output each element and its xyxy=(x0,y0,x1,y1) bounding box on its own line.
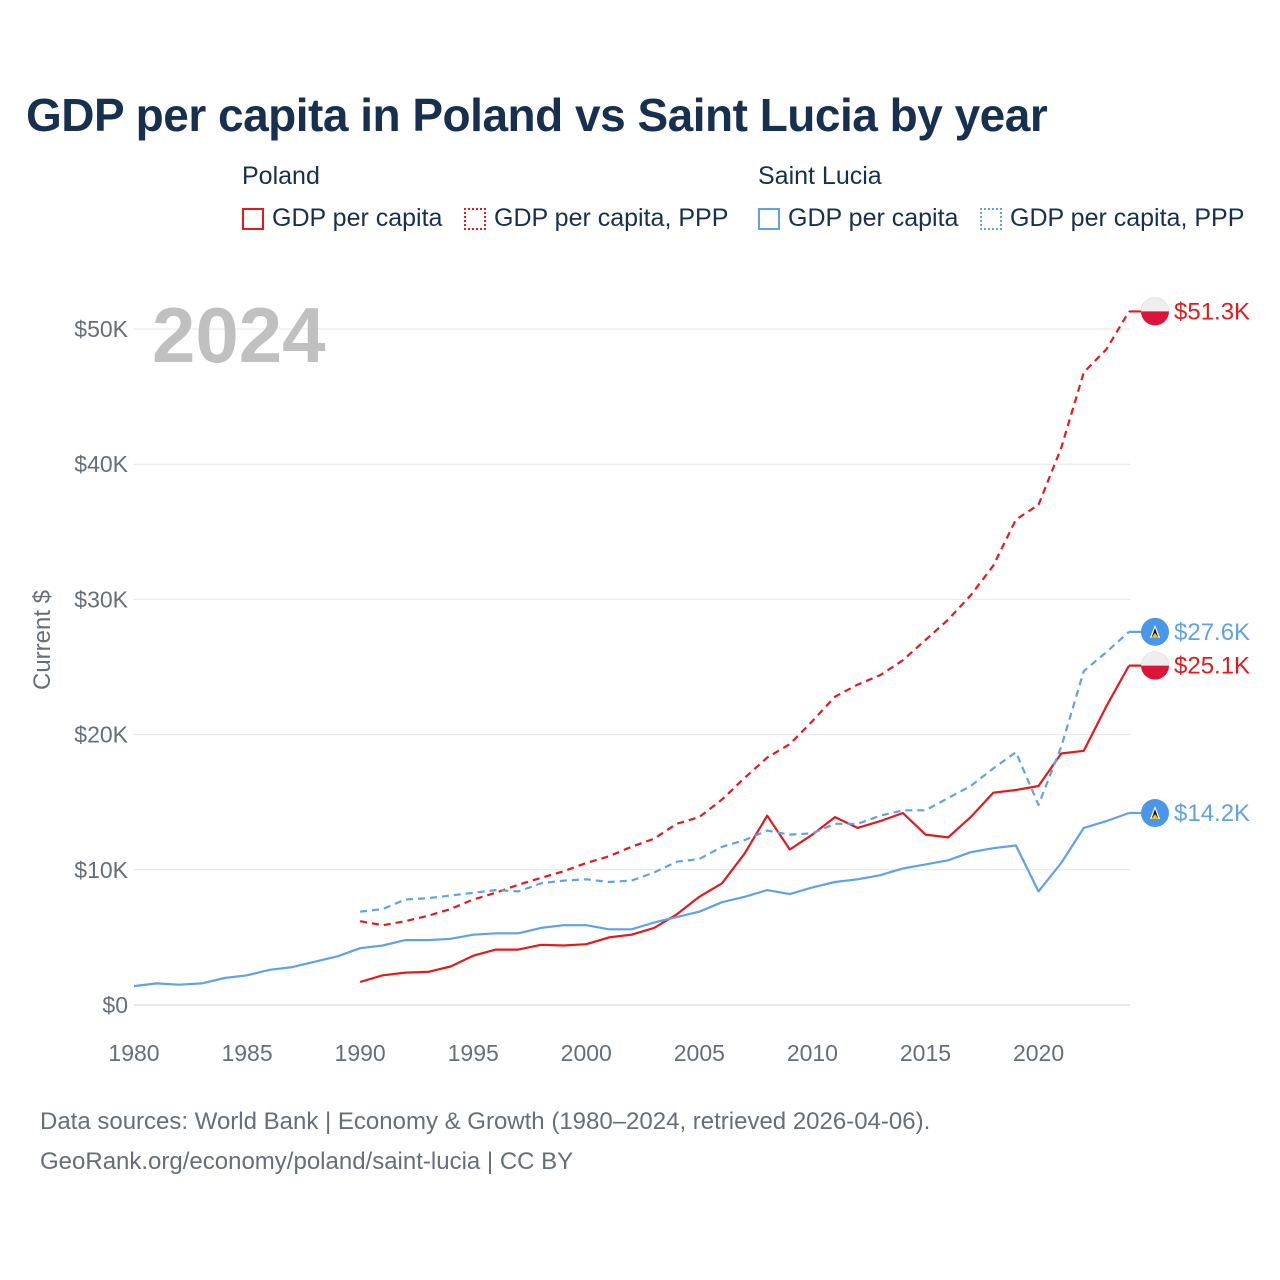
legend-item-poland-gdp-ppp[interactable]: GDP per capita, PPP xyxy=(464,204,728,233)
end-value-label: $14.2K xyxy=(1174,800,1250,827)
legend-label: GDP per capita, PPP xyxy=(494,204,729,232)
series-line-poland-gdp-per-capita xyxy=(359,665,1130,984)
y-tick-label: $50K xyxy=(74,316,128,342)
y-tick-label: $0 xyxy=(102,992,128,1018)
series-lines xyxy=(133,310,1130,988)
y-tick-label: $10K xyxy=(74,857,128,883)
legend-group-poland: Poland xyxy=(242,162,320,190)
y-axis-ticks: $0 $10K $20K $30K $40K $50K xyxy=(74,316,128,1018)
y-tick-label: $40K xyxy=(74,451,128,477)
legend-item-saint-lucia-gdp-ppp[interactable]: GDP per capita, PPP xyxy=(980,204,1244,233)
gridlines xyxy=(134,328,1130,1006)
year-watermark: 2024 xyxy=(152,291,326,379)
footer-sources: Data sources: World Bank | Economy & Gro… xyxy=(40,1108,931,1135)
y-tick-label: $30K xyxy=(74,586,128,612)
poland-flag-icon xyxy=(1141,297,1169,326)
x-tick-label: 2000 xyxy=(561,1040,612,1066)
poland-flag-icon xyxy=(1141,651,1169,680)
x-tick-label: 1990 xyxy=(335,1040,386,1066)
x-tick-label: 2015 xyxy=(900,1040,951,1066)
x-tick-label: 1985 xyxy=(221,1040,272,1066)
x-tick-label: 2020 xyxy=(1013,1040,1064,1066)
x-tick-label: 2005 xyxy=(674,1040,725,1066)
end-value-label: $51.3K xyxy=(1174,298,1250,325)
x-tick-label: 1995 xyxy=(448,1040,499,1066)
end-markers: $25.1K $51.3K $14.2K $27.6K xyxy=(1129,297,1250,828)
legend-swatch-dotted-blue xyxy=(980,207,1002,230)
legend-item-saint-lucia-gdp[interactable]: GDP per capita xyxy=(758,204,958,233)
legend-label: GDP per capita xyxy=(788,204,959,232)
y-tick-label: $20K xyxy=(74,722,128,748)
legend-group-saint-lucia: Saint Lucia xyxy=(758,162,882,190)
saint-lucia-flag-icon xyxy=(1141,617,1169,646)
saint-lucia-flag-icon xyxy=(1141,799,1169,828)
end-value-label: $27.6K xyxy=(1174,619,1250,646)
y-axis-label: Current $ xyxy=(29,590,56,690)
x-tick-label: 1980 xyxy=(108,1040,159,1066)
legend-item-poland-gdp[interactable]: GDP per capita xyxy=(242,204,442,233)
legend-label: GDP per capita xyxy=(272,204,443,232)
series-line-saint-lucia-gdp-per-capita xyxy=(133,811,1130,988)
series-line-poland-gdp-per-capita-ppp xyxy=(359,310,1130,927)
legend-swatch-dotted-red xyxy=(464,207,486,230)
x-tick-label: 2010 xyxy=(787,1040,838,1066)
legend-swatch-solid-red xyxy=(242,207,264,230)
legend-swatch-solid-blue xyxy=(758,207,780,230)
series-line-saint-lucia-gdp-per-capita-ppp xyxy=(359,630,1130,913)
footer-link[interactable]: GeoRank.org/economy/poland/saint-lucia |… xyxy=(40,1148,574,1175)
legend-label: GDP per capita, PPP xyxy=(1010,204,1245,232)
x-axis-ticks: 1980 1985 1990 1995 2000 2005 2010 2015 2020 xyxy=(108,1040,1064,1066)
chart-title: GDP per capita in Poland vs Saint Lucia … xyxy=(26,89,1048,141)
end-value-label: $25.1K xyxy=(1174,653,1250,680)
